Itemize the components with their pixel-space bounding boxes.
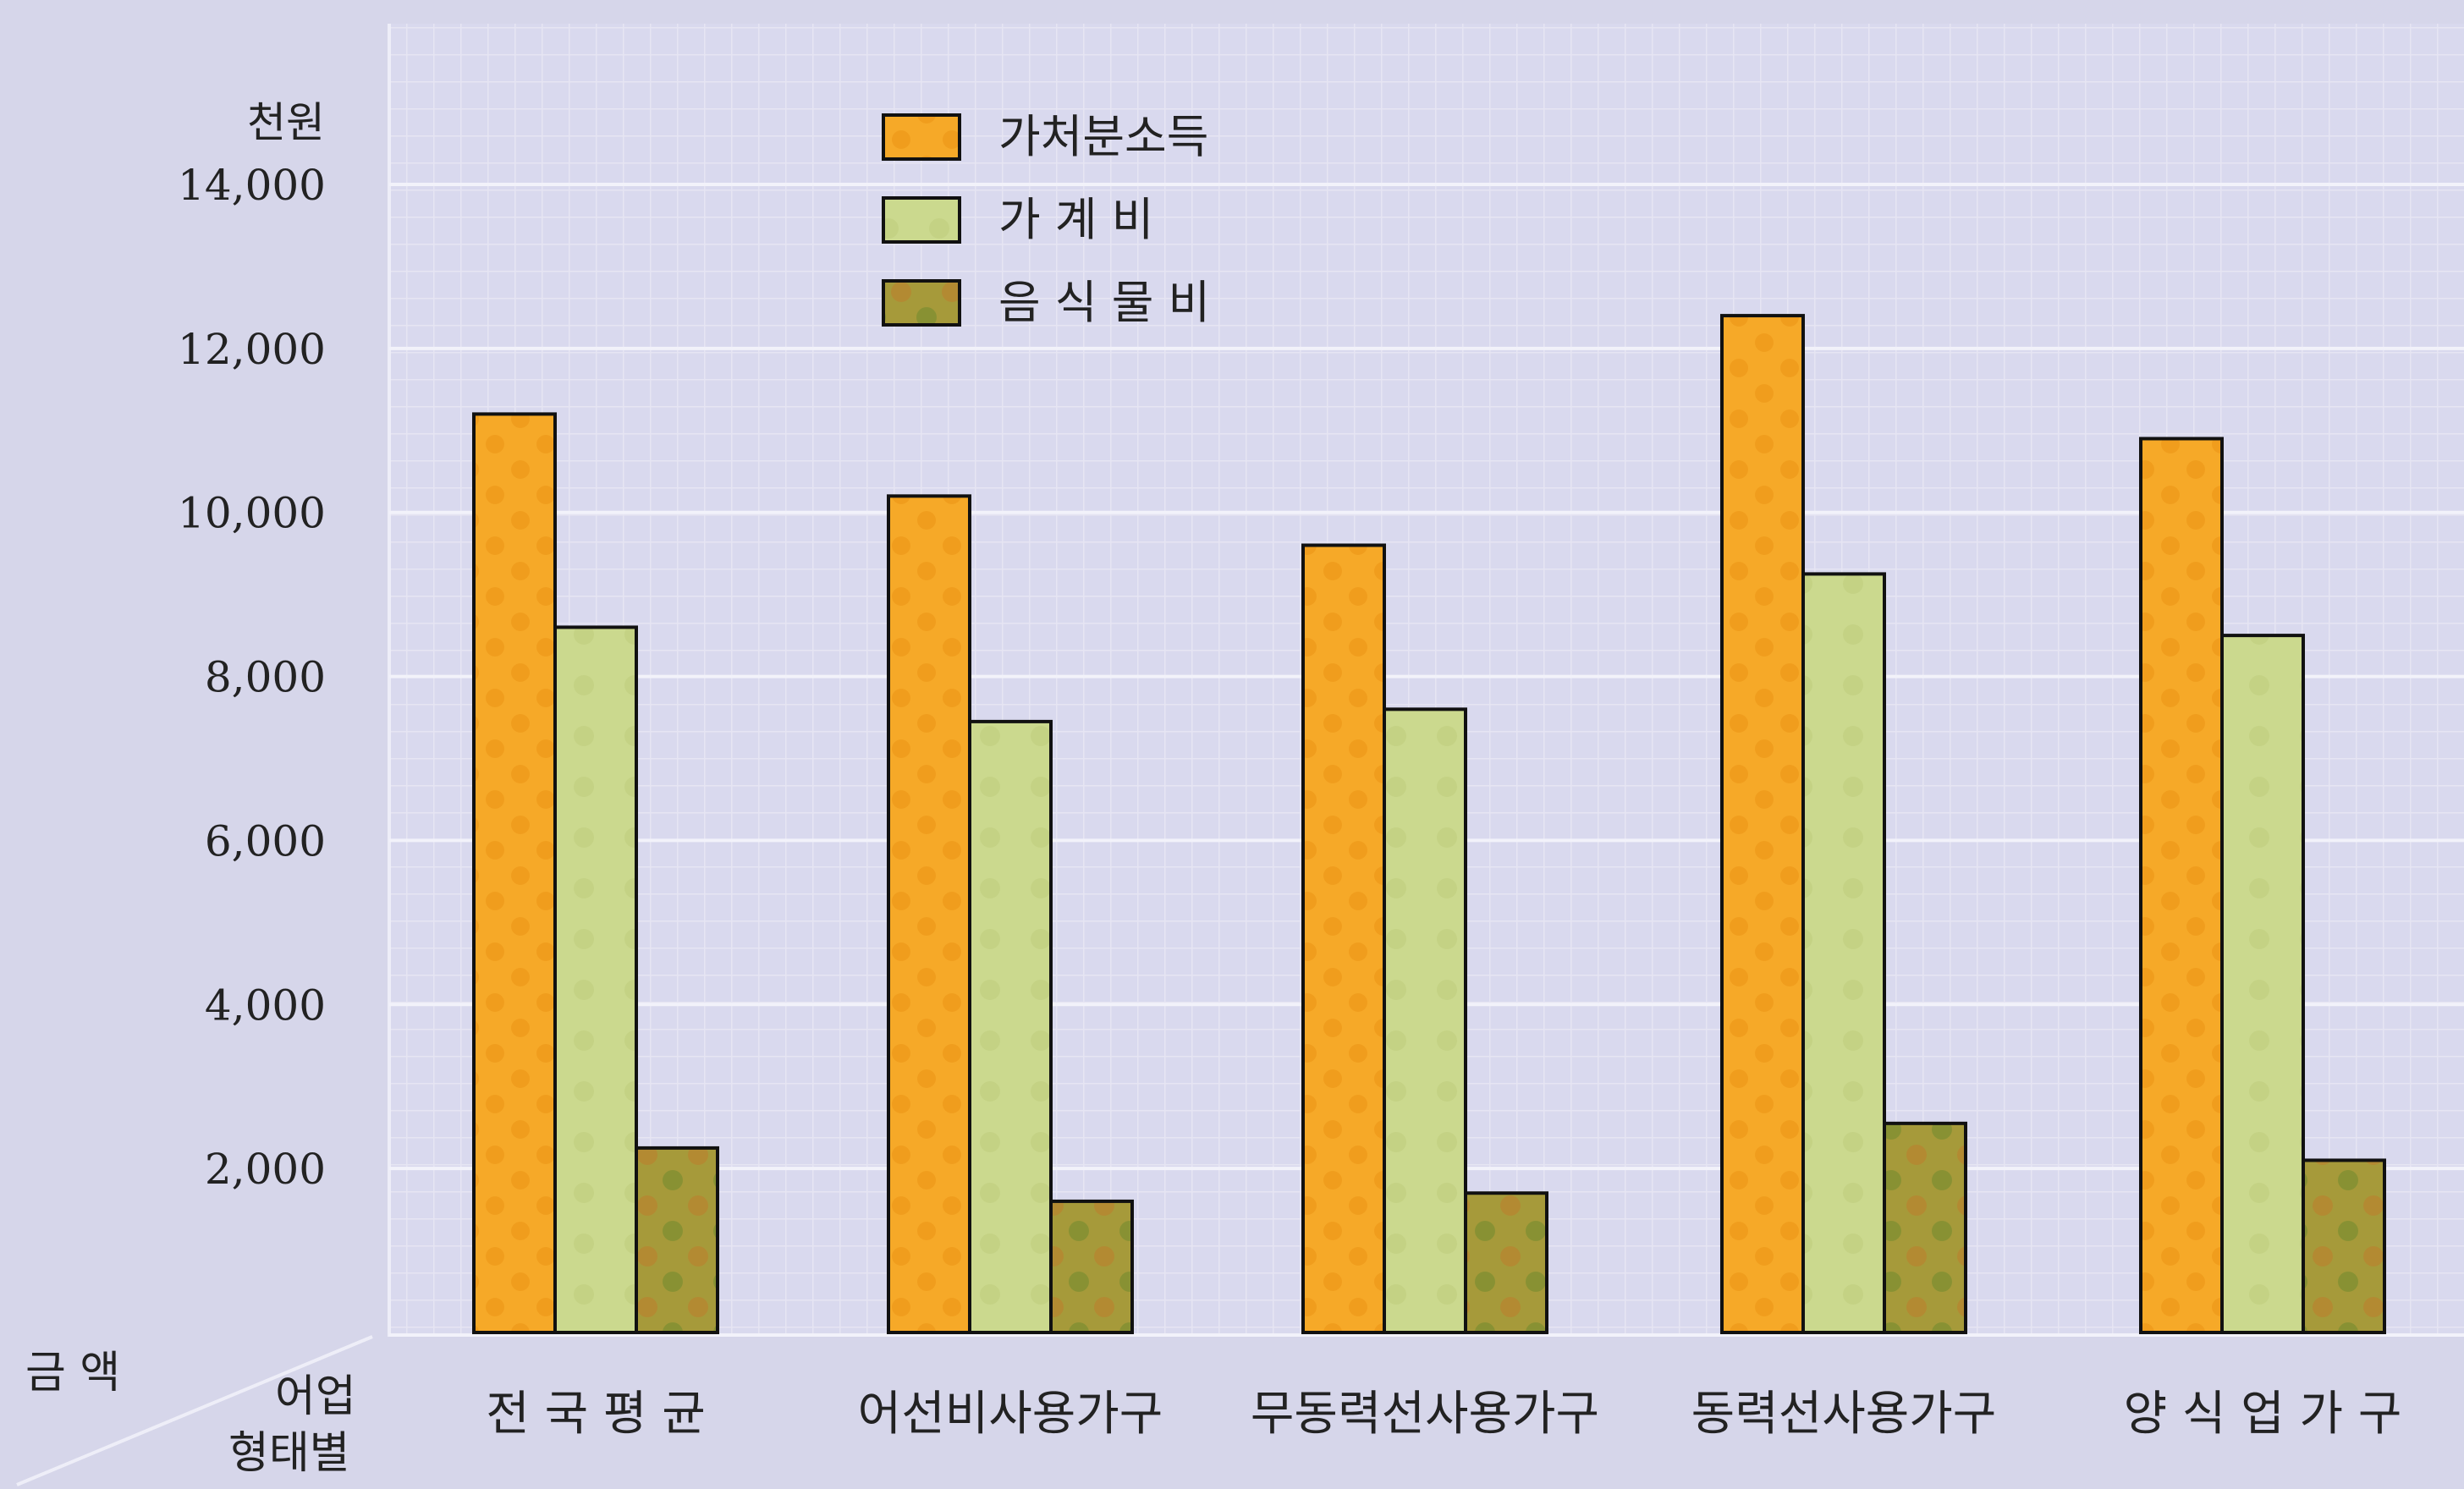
x-tick-label: 무동력선사용가구	[1251, 1387, 1599, 1442]
bar-food-expense	[1883, 1121, 1967, 1335]
bar-household-expense	[968, 719, 1053, 1334]
bars	[472, 314, 2386, 1335]
y-tick-label: 10,000	[178, 489, 326, 538]
bar-food-expense	[1464, 1191, 1548, 1334]
bar-disposable-income	[2139, 437, 2224, 1335]
legend: 가처분소득 가 계 비 음 식 물 비	[882, 110, 1210, 329]
y-tick-label: 12,000	[178, 325, 326, 374]
bar-household-expense	[553, 625, 638, 1334]
legend-swatch-household-expense	[882, 196, 961, 244]
legend-swatch-food-expense	[882, 279, 961, 327]
bar-disposable-income	[1301, 543, 1386, 1334]
y-tick-label: 8,000	[205, 653, 326, 702]
y-axis-ticks: 2,000 4,000 6,000 8,000 10,000 12,000 14,000	[178, 161, 326, 1194]
y-tick-label: 6,000	[205, 816, 326, 865]
y-unit-label: 천원	[247, 98, 325, 147]
bar-disposable-income	[1720, 314, 1805, 1335]
bar-disposable-income	[887, 494, 971, 1334]
x-corner-label-line2: 형태별	[228, 1428, 350, 1479]
x-tick-label: 전 국 평 균	[486, 1387, 705, 1442]
y-tick-label: 4,000	[205, 981, 326, 1030]
x-tick-label: 어선비사용가구	[858, 1387, 1163, 1442]
bar-food-expense	[635, 1146, 719, 1335]
x-tick-label: 양 식 업 가 구	[2124, 1387, 2402, 1442]
x-axis-labels: 전 국 평 균 어선비사용가구 무동력선사용가구 동력선사용가구 양 식 업 가 구	[486, 1387, 2401, 1442]
y-tick-label: 14,000	[178, 161, 326, 210]
x-tick-label: 동력선사용가구	[1691, 1387, 1997, 1442]
y-corner-label: 금 액	[25, 1348, 120, 1398]
legend-swatch-disposable-income	[882, 113, 961, 161]
y-tick-label: 2,000	[205, 1145, 326, 1194]
bar-disposable-income	[472, 412, 557, 1334]
legend-label-household-expense: 가 계 비	[998, 193, 1153, 246]
legend-label-disposable-income: 가처분소득	[998, 110, 1208, 163]
x-corner-label-line1: 어업	[275, 1371, 356, 1422]
legend-label-food-expense: 음 식 물 비	[998, 276, 1210, 329]
bar-household-expense	[1801, 572, 1886, 1334]
bar-food-expense	[1049, 1199, 1134, 1335]
bar-household-expense	[1383, 707, 1467, 1334]
bar-household-expense	[2220, 634, 2305, 1334]
bar-food-expense	[2302, 1158, 2386, 1334]
corner-diagonal-line	[16, 1335, 373, 1486]
